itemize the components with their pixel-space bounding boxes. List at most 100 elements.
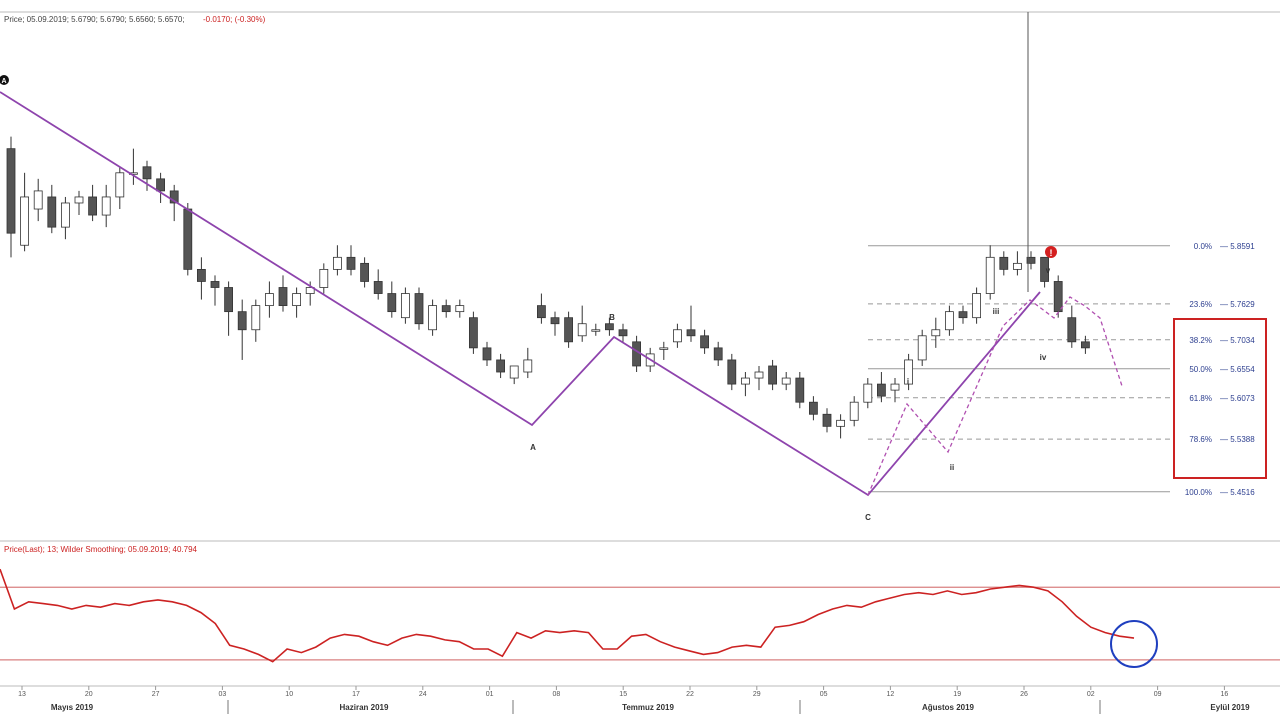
candle-body: [999, 256, 1009, 270]
candle: [632, 335, 641, 373]
candle: [754, 365, 764, 391]
candle: [169, 184, 179, 222]
candle-body: [251, 305, 261, 331]
rsi-line: [0, 568, 1135, 663]
x-tick-label: 13: [18, 691, 26, 698]
wave-label-a: A: [530, 443, 536, 452]
candle-body: [1040, 256, 1049, 282]
candles: [6, 136, 1090, 439]
warning-icon: [1045, 246, 1057, 258]
candle: [47, 184, 57, 234]
wave-label-iv: iv: [1040, 353, 1047, 362]
fib-level-pct: 78.6%: [1189, 435, 1212, 444]
candle-body: [754, 371, 764, 379]
fib-level-pct: 23.6%: [1189, 300, 1212, 309]
candle-body: [741, 377, 750, 385]
candle: [1013, 251, 1022, 276]
fib-level-pct: 50.0%: [1189, 365, 1212, 374]
candle-body: [958, 311, 968, 319]
candle-body: [809, 401, 818, 415]
candle: [958, 305, 968, 324]
candle: [591, 323, 601, 336]
candle: [877, 372, 886, 403]
candle-body: [917, 335, 927, 361]
candle: [455, 299, 465, 318]
month-label: Temmuz 2019: [622, 703, 674, 712]
candle: [496, 353, 506, 379]
candle-body: [727, 359, 737, 385]
candle: [20, 172, 30, 252]
x-tick-label: 12: [887, 691, 895, 698]
candle-body: [713, 347, 723, 361]
fib-level-value: — 5.7034: [1220, 336, 1255, 345]
candle-body: [264, 293, 274, 307]
rsi-highlight-circle: [1110, 620, 1158, 668]
candle: [713, 341, 723, 366]
candle-body: [564, 317, 573, 343]
x-axis: 13 20 27 03 10 17 24 01 08 15 22 29 05 12 19 26 02 09 16 Ma…: [18, 686, 1250, 714]
x-tick-label: 10: [285, 691, 293, 698]
price-header: Price; 05.09.2019; 5.6790; 5.6790; 5.656…: [4, 15, 185, 24]
candle-body: [632, 341, 641, 367]
start-marker-label: A: [1, 78, 6, 85]
candle: [1026, 251, 1036, 270]
candle-body: [877, 383, 886, 397]
candle: [1053, 275, 1063, 318]
candle: [836, 414, 845, 439]
wave-lines: [0, 91, 1123, 497]
wave-label-i: i: [907, 377, 909, 386]
wave-label-v: v: [1046, 266, 1051, 275]
candle-body: [373, 281, 383, 294]
x-tick-label: 26: [1020, 691, 1028, 698]
candle: [727, 353, 737, 391]
candle-body: [577, 323, 587, 337]
candle-body: [142, 166, 152, 180]
candle: [360, 257, 370, 288]
candle-body: [237, 311, 247, 331]
fib-level-value: — 5.5388: [1220, 435, 1255, 444]
candle-body: [618, 329, 628, 337]
x-tick-label: 24: [419, 691, 427, 698]
candle-body: [863, 383, 873, 403]
candle: [822, 408, 832, 433]
month-label: Ağustos 2019: [922, 703, 975, 712]
fib-level-pct: 0.0%: [1194, 242, 1212, 251]
candle-body: [6, 148, 16, 234]
candle-body: [768, 365, 777, 385]
candle-body: [550, 317, 560, 325]
candle-body: [346, 256, 356, 270]
candle: [564, 311, 573, 348]
candle: [251, 299, 261, 342]
start-marker-icon: [0, 75, 9, 85]
warning-icon-glyph: !: [1050, 248, 1053, 258]
candle: [1081, 335, 1090, 354]
candle: [917, 329, 927, 366]
candle: [999, 251, 1009, 276]
candle-body: [156, 178, 166, 192]
candle-body: [414, 293, 424, 325]
candle: [659, 341, 669, 360]
candle-body: [836, 419, 845, 427]
candle-body: [1026, 256, 1036, 264]
candle-body: [890, 383, 900, 391]
x-tick-label: 22: [686, 691, 694, 698]
candle: [618, 323, 628, 342]
x-tick-label: 17: [352, 691, 360, 698]
candle-body: [47, 196, 57, 228]
candle-body: [196, 268, 206, 282]
candle-body: [74, 196, 84, 204]
candle: [550, 311, 560, 336]
candle-body: [88, 196, 97, 216]
candle-body: [115, 172, 125, 198]
candle-body: [33, 190, 43, 210]
candle-body: [686, 329, 696, 337]
fibonacci-levels: 0.0% — 5.8591 23.6% — 5.7629 38.2% — 5.7034 50…: [868, 242, 1255, 497]
fib-level-value: — 5.6073: [1220, 394, 1255, 403]
candle-body: [61, 202, 70, 228]
candle: [115, 166, 125, 210]
candle-body: [1053, 281, 1063, 313]
candle: [400, 287, 410, 324]
candle: [224, 281, 234, 336]
candle-body: [387, 293, 397, 313]
